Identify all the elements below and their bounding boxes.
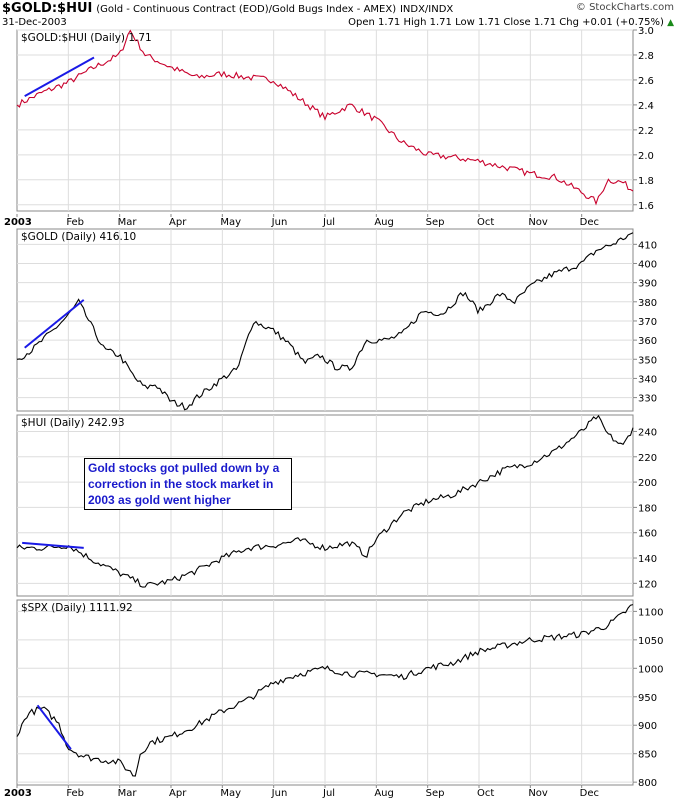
annotation-line: correction in the stock market in [88,477,274,491]
x-tick-label: Apr [169,217,187,228]
stockcharts-logo: © StockCharts.com [575,2,674,13]
y-tick-label: 330 [638,394,657,405]
series-line [16,29,634,206]
x-tick-label: Mar [118,217,138,228]
y-tick-label: 380 [638,298,657,309]
y-tick-label: 1050 [638,636,663,647]
x-tick-label: Nov [528,788,548,799]
y-tick-label: 360 [638,336,657,347]
y-tick-label: 2.0 [638,151,654,162]
x-tick-label: 2003 [4,217,32,228]
annotation-line: 2003 as gold went higher [88,493,231,507]
x-tick-label: Jun [271,788,288,799]
y-tick-label: 800 [638,778,657,789]
chart-title: $GOLD:$HUI (Gold - Continuous Contract (… [2,1,453,16]
x-tick-label: Apr [169,788,187,799]
series-line [16,414,634,588]
y-tick-label: 140 [638,554,657,565]
y-tick-label: 390 [638,279,657,290]
chart-exchange: INDX/INDX [399,4,454,15]
y-tick-label: 3.0 [638,26,654,37]
y-tick-label: 1.6 [638,201,654,212]
annotation-box: Gold stocks got pulled down by a correct… [84,458,292,510]
trend-line [24,299,85,349]
y-tick-label: 200 [638,478,657,489]
ohlc-values: Open 1.71 High 1.71 Low 1.71 Close 1.71 … [348,17,664,28]
panel-label: $GOLD:$HUI (Daily) 1.71 [21,32,152,44]
x-tick-label: Oct [477,788,494,799]
y-tick-label: 900 [638,721,657,732]
y-tick-label: 180 [638,503,657,514]
trend-line [24,56,95,98]
x-tick-label: Jul [322,788,335,799]
panel-label: $SPX (Daily) 1111.92 [21,602,133,614]
chart-date: 31-Dec-2003 [2,17,67,28]
x-tick-label: Sep [426,788,445,799]
y-tick-label: 1100 [638,607,663,618]
y-tick-label: 370 [638,317,657,328]
y-tick-label: 160 [638,529,657,540]
x-tick-label: Jul [322,217,335,228]
y-tick-label: 1000 [638,664,663,675]
series-line [16,232,634,411]
chart-description: (Gold - Continuous Contract (EOD)/Gold B… [96,4,397,15]
x-tick-label: 2003 [4,788,32,799]
y-tick-label: 120 [638,579,657,590]
up-arrow-icon: ▲ [667,18,674,28]
x-tick-label: Aug [374,217,394,228]
x-tick-label: May [220,217,241,228]
ohlc-readout: Open 1.71 High 1.71 Low 1.71 Close 1.71 … [348,17,674,28]
x-tick-label: May [220,788,241,799]
annotation-line: Gold stocks got pulled down by a [88,461,280,475]
y-tick-label: 340 [638,374,657,385]
panel-label: $GOLD (Daily) 416.10 [21,231,136,243]
trend-line [22,541,84,549]
y-tick-label: 220 [638,453,657,464]
panel-label: $HUI (Daily) 242.93 [21,417,125,429]
y-tick-label: 240 [638,427,657,438]
x-tick-label: Dec [580,217,599,228]
y-tick-label: 2.4 [638,101,654,112]
trend-line [36,704,72,750]
series-line [16,604,634,777]
y-tick-label: 950 [638,693,657,704]
x-tick-label: Jun [271,217,288,228]
x-tick-label: Sep [426,217,445,228]
x-tick-label: Aug [374,788,394,799]
y-tick-label: 350 [638,355,657,366]
x-tick-label: Dec [580,788,599,799]
y-tick-label: 1.8 [638,176,654,187]
y-tick-label: 410 [638,240,657,251]
x-tick-label: Oct [477,217,494,228]
y-tick-label: 2.2 [638,126,654,137]
x-tick-label: Mar [118,788,138,799]
y-tick-label: 850 [638,750,657,761]
y-tick-label: 2.6 [638,76,654,87]
chart-symbol: $GOLD:$HUI [2,1,93,16]
y-tick-label: 2.8 [638,51,654,62]
x-tick-label: Feb [66,788,84,799]
x-tick-label: Feb [66,217,84,228]
x-tick-label: Nov [528,217,548,228]
y-tick-label: 400 [638,259,657,270]
